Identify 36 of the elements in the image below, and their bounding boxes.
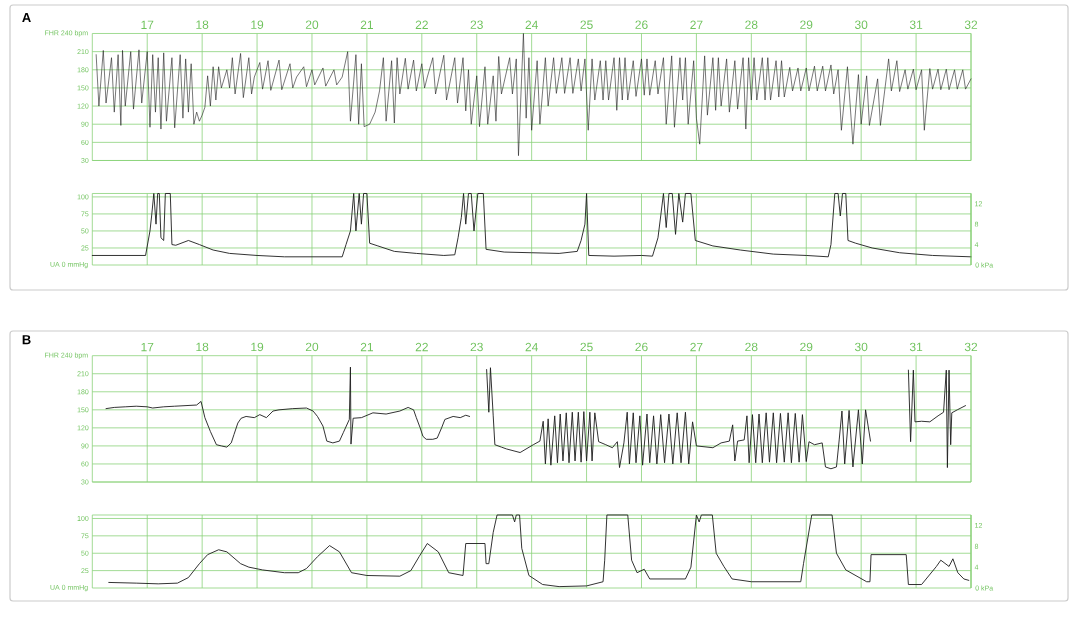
x-tick-label: 31 bbox=[909, 342, 923, 352]
x-tick-label: 26 bbox=[635, 342, 648, 352]
x-tick-label: 17 bbox=[141, 342, 154, 352]
x-tick-label: 25 bbox=[580, 342, 593, 352]
x-tick-label: 18 bbox=[196, 20, 209, 29]
x-tick-label: 28 bbox=[745, 20, 758, 29]
x-tick-label: 24 bbox=[525, 342, 538, 352]
x-tick-label: 31 bbox=[909, 20, 923, 29]
x-tick-label: 27 bbox=[690, 342, 703, 352]
x-tick-label: 23 bbox=[470, 342, 483, 352]
x-tick-label: 27 bbox=[690, 20, 703, 29]
x-tick-label: 32 bbox=[964, 342, 978, 352]
x-tick-label: 30 bbox=[854, 20, 868, 29]
x-tick-label: 22 bbox=[415, 20, 428, 29]
x-tick-label: 32 bbox=[964, 20, 978, 29]
x-tick-label: 21 bbox=[360, 342, 373, 352]
line-series bbox=[95, 33, 972, 156]
x-tick-label: 25 bbox=[580, 20, 593, 29]
x-tick-label: 18 bbox=[196, 342, 209, 352]
line-series bbox=[108, 514, 970, 588]
x-tick-label: 20 bbox=[305, 342, 319, 352]
x-tick-label: 30 bbox=[854, 342, 868, 352]
x-tick-label: 24 bbox=[525, 20, 538, 29]
x-tick-label: 19 bbox=[251, 20, 264, 29]
x-tick-label: 29 bbox=[800, 342, 813, 352]
x-tick-label: 28 bbox=[745, 342, 758, 352]
chart-title: B bbox=[22, 335, 31, 345]
x-tick-label: 17 bbox=[141, 20, 154, 29]
x-tick-label: 22 bbox=[415, 342, 428, 352]
x-tick-label: 19 bbox=[251, 342, 264, 352]
x-tick-label: 26 bbox=[635, 20, 648, 29]
x-tick-label: 23 bbox=[470, 20, 483, 29]
x-tick-label: 29 bbox=[800, 20, 813, 29]
x-tick-label: 20 bbox=[305, 20, 319, 29]
chart-title: A bbox=[22, 13, 31, 22]
x-tick-label: 21 bbox=[360, 20, 373, 29]
